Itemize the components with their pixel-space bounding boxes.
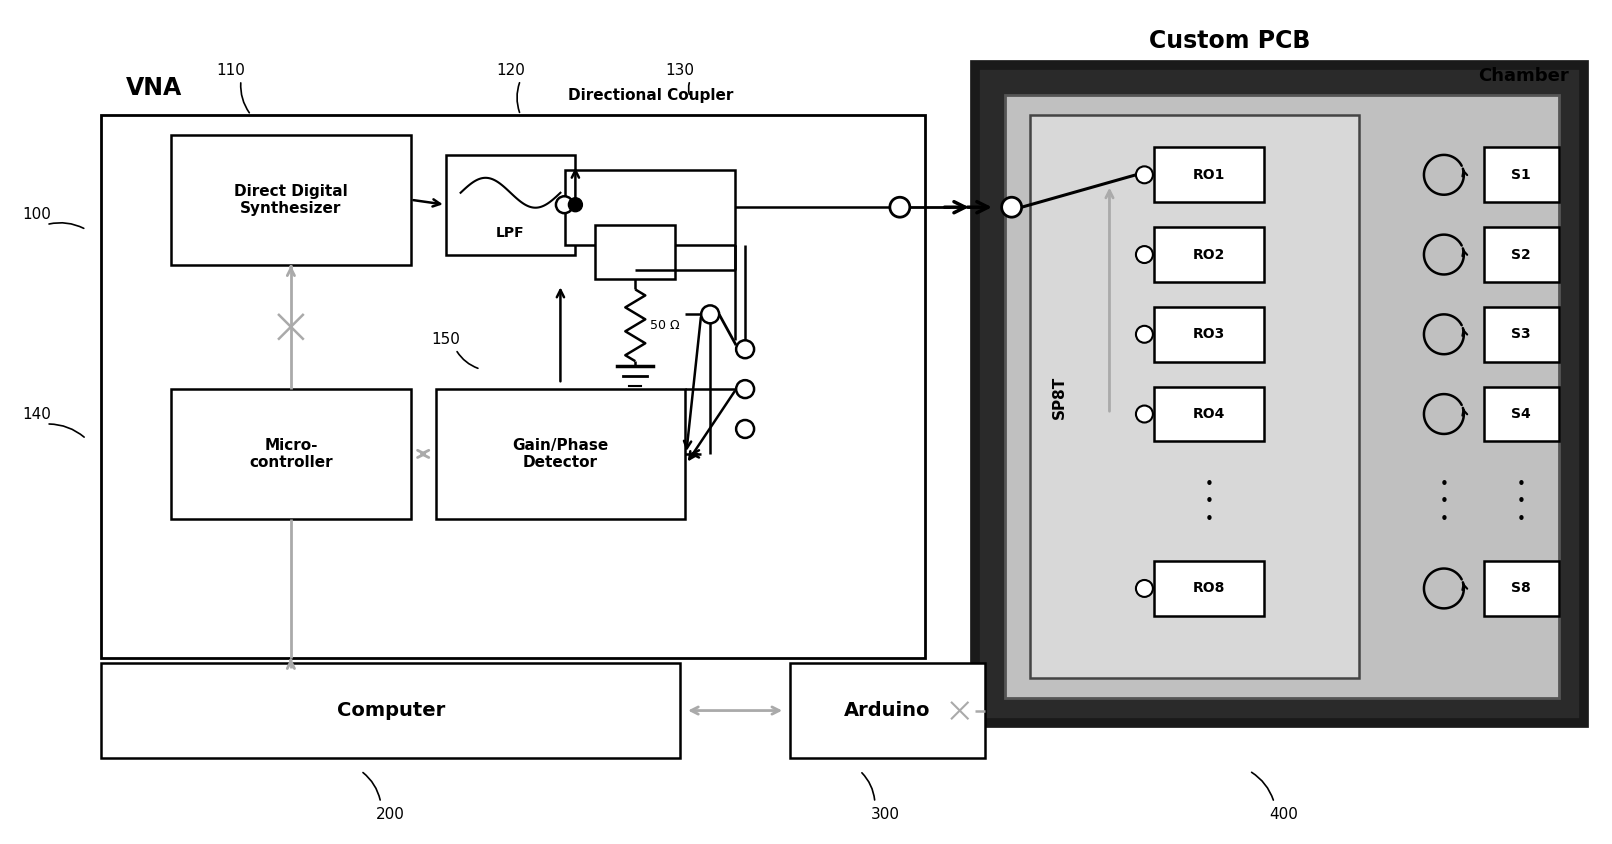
Text: Chamber: Chamber bbox=[1478, 68, 1568, 85]
Text: S8: S8 bbox=[1512, 582, 1531, 596]
Text: Arduino: Arduino bbox=[845, 701, 930, 720]
Text: Gain/Phase
Detector: Gain/Phase Detector bbox=[513, 438, 609, 470]
Text: S3: S3 bbox=[1512, 327, 1531, 341]
Circle shape bbox=[569, 197, 582, 212]
Text: •
•
•: • • • bbox=[1440, 477, 1448, 527]
Bar bbox=[445, 155, 575, 255]
Circle shape bbox=[1136, 326, 1153, 343]
Bar bbox=[1154, 148, 1264, 203]
Circle shape bbox=[737, 420, 754, 438]
Bar bbox=[1483, 387, 1559, 441]
Bar bbox=[1154, 307, 1264, 362]
Text: 130: 130 bbox=[666, 62, 695, 78]
Circle shape bbox=[1136, 166, 1153, 183]
Circle shape bbox=[556, 197, 572, 214]
Text: SP8T: SP8T bbox=[1053, 376, 1067, 419]
Circle shape bbox=[1001, 197, 1022, 217]
Text: RO4: RO4 bbox=[1193, 407, 1225, 421]
Bar bbox=[171, 389, 411, 519]
Bar bbox=[566, 170, 735, 245]
Text: 110: 110 bbox=[216, 62, 245, 78]
Bar bbox=[102, 115, 925, 658]
Text: Computer: Computer bbox=[337, 701, 445, 720]
Text: RO2: RO2 bbox=[1193, 247, 1225, 262]
Circle shape bbox=[701, 306, 719, 323]
Bar bbox=[1483, 561, 1559, 616]
Text: S4: S4 bbox=[1512, 407, 1531, 421]
Text: VNA: VNA bbox=[126, 76, 182, 100]
Text: Micro-
controller: Micro- controller bbox=[250, 438, 332, 470]
Text: •
•
•: • • • bbox=[1204, 477, 1214, 527]
Text: RO8: RO8 bbox=[1193, 582, 1225, 596]
Circle shape bbox=[1136, 246, 1153, 263]
Text: 300: 300 bbox=[870, 807, 899, 822]
Text: Direct Digital
Synthesizer: Direct Digital Synthesizer bbox=[234, 183, 348, 216]
Bar bbox=[790, 663, 985, 758]
Text: 100: 100 bbox=[23, 207, 50, 222]
Bar bbox=[1483, 148, 1559, 203]
Bar bbox=[1154, 561, 1264, 616]
Text: 140: 140 bbox=[23, 407, 50, 421]
Bar bbox=[435, 389, 685, 519]
Text: 50 Ω: 50 Ω bbox=[650, 319, 680, 332]
Text: RO1: RO1 bbox=[1193, 168, 1225, 181]
Bar bbox=[1154, 387, 1264, 441]
Circle shape bbox=[1136, 580, 1153, 597]
Text: S2: S2 bbox=[1512, 247, 1531, 262]
Text: 120: 120 bbox=[496, 62, 526, 78]
Bar bbox=[1004, 95, 1559, 698]
Bar bbox=[102, 663, 680, 758]
Text: S1: S1 bbox=[1512, 168, 1531, 181]
Bar bbox=[1483, 227, 1559, 282]
Text: Directional Coupler: Directional Coupler bbox=[567, 88, 733, 103]
Text: Custom PCB: Custom PCB bbox=[1149, 30, 1311, 53]
Bar bbox=[1030, 115, 1359, 679]
Bar bbox=[975, 65, 1583, 723]
Circle shape bbox=[890, 197, 909, 217]
Text: 200: 200 bbox=[376, 807, 405, 822]
Bar bbox=[595, 225, 675, 279]
Circle shape bbox=[737, 340, 754, 358]
Text: •
•
•: • • • bbox=[1517, 477, 1525, 527]
Text: 400: 400 bbox=[1270, 807, 1299, 822]
Text: LPF: LPF bbox=[496, 225, 526, 240]
Bar bbox=[1483, 307, 1559, 362]
Text: 150: 150 bbox=[430, 332, 459, 347]
Text: RO3: RO3 bbox=[1193, 327, 1225, 341]
Circle shape bbox=[737, 380, 754, 398]
Bar bbox=[1154, 227, 1264, 282]
Bar bbox=[171, 135, 411, 264]
Circle shape bbox=[1136, 406, 1153, 423]
